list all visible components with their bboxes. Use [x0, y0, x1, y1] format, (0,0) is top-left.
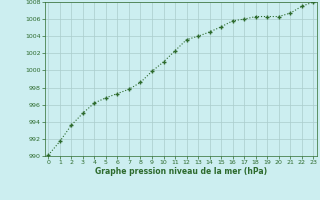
X-axis label: Graphe pression niveau de la mer (hPa): Graphe pression niveau de la mer (hPa) — [95, 167, 267, 176]
